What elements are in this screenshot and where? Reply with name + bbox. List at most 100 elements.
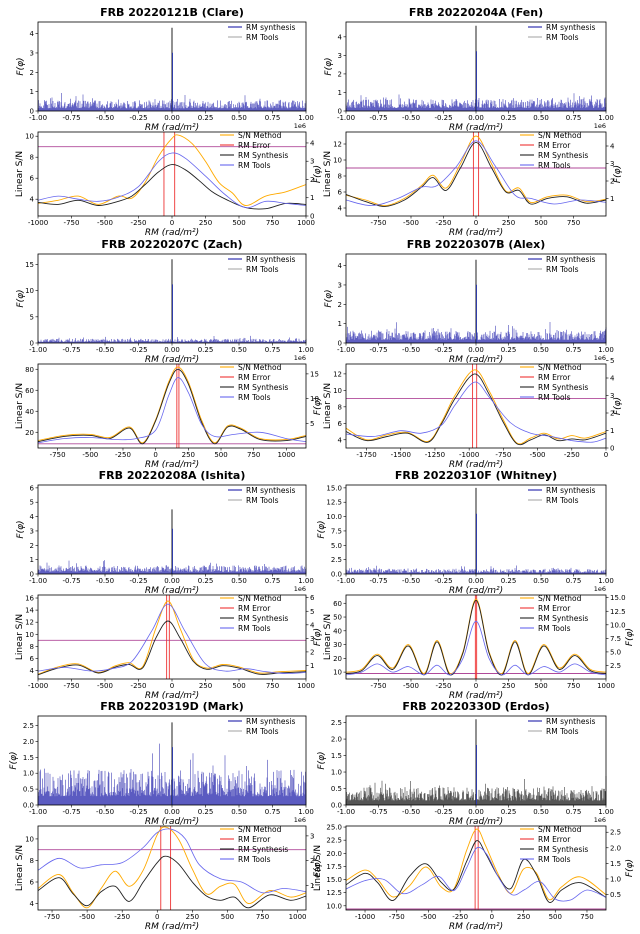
- x-tick-label: -500: [403, 682, 419, 690]
- right-y-tick-label: 1: [310, 194, 314, 202]
- right-y-axis-label: F(φ): [313, 397, 323, 415]
- y-axis-label: F(φ): [16, 520, 26, 538]
- y-tick-label: 8: [338, 403, 342, 411]
- legend-label: RM Synthesis: [238, 383, 288, 392]
- x-tick-label: 0.75: [265, 577, 281, 585]
- x-tick-label: 1.00: [598, 346, 614, 354]
- y-tick-label: 10: [25, 287, 34, 295]
- y-axis-label: Linear S/N: [323, 383, 333, 429]
- x-axis-label: RM (rad/m²): [449, 355, 503, 365]
- right-y-tick-label: 0: [310, 213, 314, 221]
- x-tick-label: 1000: [297, 682, 315, 690]
- y-axis-label: F(φ): [324, 289, 334, 307]
- legend-label: RM Tools: [538, 161, 571, 170]
- y-axis-label: Linear S/N: [323, 151, 333, 197]
- x-tick-label: -0.50: [402, 577, 420, 585]
- right-y-tick-label: 3: [610, 160, 614, 168]
- x-tick-label: 500: [214, 451, 227, 459]
- x-axis-label: RM (rad/m²): [449, 228, 503, 238]
- x-tick-label: -0.50: [96, 577, 114, 585]
- x-tick-label: 250: [199, 682, 212, 690]
- right-y-axis-label: F(φ): [313, 165, 323, 183]
- panel-title: FRB 20220310F (Whitney): [395, 469, 557, 482]
- y-tick-label: 5: [30, 313, 34, 321]
- x-tick-label: -0.75: [62, 114, 80, 122]
- right-y-tick-label: 1: [610, 195, 614, 203]
- y-tick-label: 0: [338, 340, 342, 348]
- x-tick-label: -1.00: [29, 577, 47, 585]
- series-line: [346, 620, 606, 676]
- legend-label: RM Error: [538, 604, 571, 613]
- legend-label: S/N Method: [538, 363, 582, 372]
- offset-label: 1e6: [294, 354, 306, 362]
- y-tick-label: 10: [25, 835, 34, 843]
- x-axis-label: RM (rad/m²): [145, 922, 199, 932]
- plot-area: [346, 826, 606, 910]
- x-tick-label: -1500: [391, 451, 411, 459]
- series-line: [346, 381, 606, 443]
- legend-label: RM Error: [238, 141, 271, 150]
- x-tick-label: 0.25: [198, 114, 214, 122]
- y-tick-label: 12: [333, 370, 342, 378]
- x-tick-label: -0.25: [129, 114, 147, 122]
- y-axis-label: F(φ): [16, 289, 26, 307]
- offset-label: 1e6: [594, 816, 606, 824]
- y-tick-label: 20: [333, 655, 342, 663]
- x-tick-label: -250: [131, 682, 147, 690]
- right-y-tick-label: 4: [310, 621, 315, 629]
- offset-label: 1e6: [594, 122, 606, 130]
- x-tick-label: 0.00: [468, 577, 484, 585]
- panel-title: FRB 20220319D (Mark): [100, 700, 244, 713]
- legend-label: RM Tools: [546, 33, 579, 42]
- x-axis-label: RM (rad/m²): [145, 123, 199, 133]
- y-axis-label: Linear S/N: [15, 614, 25, 660]
- legend-label: S/N Method: [538, 594, 582, 603]
- x-tick-label: 0: [474, 219, 478, 227]
- x-tick-label: -750: [371, 682, 387, 690]
- x-tick-label: 0: [153, 451, 157, 459]
- y-tick-label: 2.0: [331, 736, 342, 744]
- y-axis-label: F(φ): [317, 751, 327, 769]
- plot-area: [346, 364, 606, 448]
- x-tick-label: 0.75: [566, 808, 582, 816]
- y-tick-label: 16: [25, 595, 34, 603]
- right-y-tick-label: 4: [610, 375, 615, 383]
- x-axis-label: RM (rad/m²): [449, 691, 503, 701]
- legend-label: RM Tools: [238, 161, 271, 170]
- panel-5: FRB 20220208A (Ishita) -1.00 -0.75 -0.50 -0.…: [15, 469, 323, 701]
- x-tick-label: -500: [79, 913, 95, 921]
- x-tick-label: 1.00: [298, 346, 314, 354]
- x-axis-label: RM (rad/m²): [145, 586, 199, 596]
- x-tick-label: -0.25: [129, 346, 147, 354]
- x-axis-label: RM (rad/m²): [145, 355, 199, 365]
- right-y-tick-label: 1: [310, 662, 314, 670]
- offset-label: 1e6: [294, 816, 306, 824]
- noise-bars: [345, 93, 607, 111]
- right-y-tick-label: 4: [310, 139, 315, 147]
- y-tick-label: 10: [333, 669, 342, 677]
- x-tick-label: -500: [97, 682, 113, 690]
- series-line: [38, 828, 306, 894]
- x-tick-label: 0.25: [501, 114, 517, 122]
- right-y-tick-label: 5: [610, 357, 614, 365]
- legend-label: RM Tools: [546, 496, 579, 505]
- x-axis-label: RM (rad/m²): [145, 691, 199, 701]
- x-tick-label: 0: [155, 913, 159, 921]
- y-tick-label: 8: [338, 173, 342, 181]
- x-tick-label: -1.00: [337, 808, 355, 816]
- legend-label: RM Synthesis: [238, 614, 288, 623]
- y-tick-label: 0.5: [331, 785, 342, 793]
- offset-label: 1e6: [594, 585, 606, 593]
- right-y-tick-label: 2.5: [610, 662, 621, 670]
- series-line: [38, 377, 306, 444]
- x-tick-label: 0: [170, 682, 174, 690]
- x-tick-label: 500: [232, 682, 245, 690]
- x-tick-label: 1000: [289, 913, 307, 921]
- x-tick-label: 0.50: [231, 577, 247, 585]
- y-tick-label: 10: [333, 157, 342, 165]
- x-tick-label: 0.75: [265, 808, 281, 816]
- y-tick-label: 4: [338, 205, 343, 213]
